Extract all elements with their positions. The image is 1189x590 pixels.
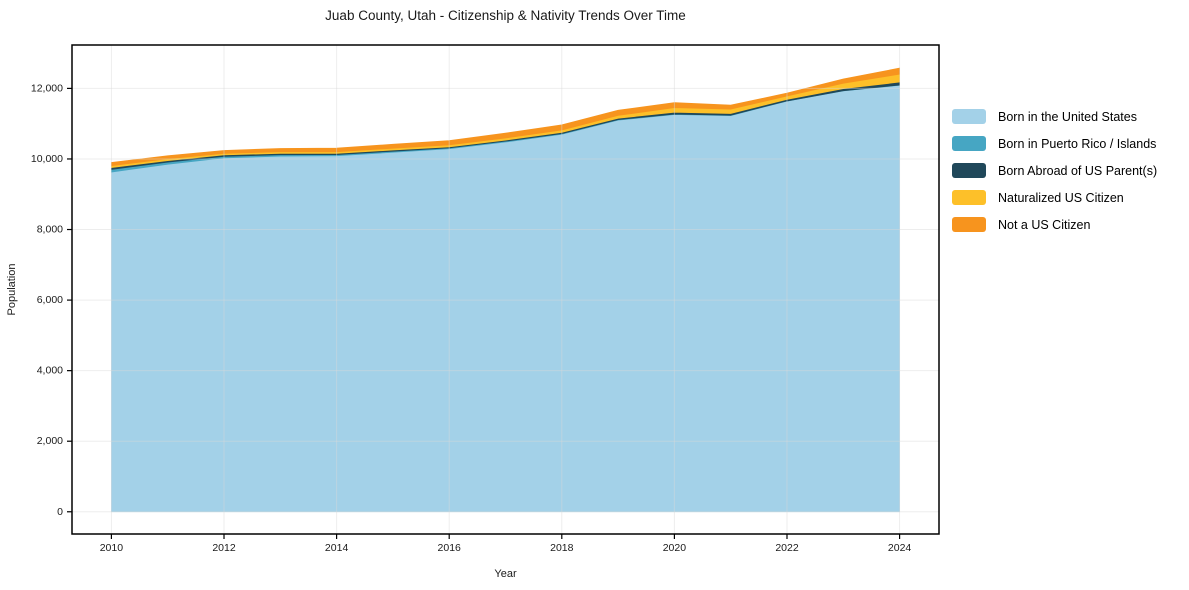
legend-label: Born in the United States	[998, 109, 1137, 124]
tick-marks-and-labels: 2010 2012 2014 2016 2018 2020 2022 2024 0 2,000 4,…	[31, 82, 912, 554]
legend-swatch	[952, 136, 986, 151]
legend-swatch	[952, 217, 986, 232]
y-tick-label: 10,000	[31, 153, 63, 165]
y-tick-label: 6,000	[37, 294, 63, 306]
x-axis-label: Year	[494, 568, 517, 580]
area-series-4	[111, 67, 900, 167]
gridlines	[72, 45, 939, 534]
x-tick-label: 2024	[888, 542, 912, 554]
x-tick-label: 2018	[550, 542, 574, 554]
x-tick-label: 2020	[663, 542, 687, 554]
legend-swatch	[952, 190, 986, 205]
legend-item-0: Born in the United States	[952, 103, 1157, 130]
x-tick-label: 2016	[438, 542, 462, 554]
legend-label: Naturalized US Citizen	[998, 190, 1124, 205]
x-tick-label: 2012	[212, 542, 236, 554]
legend-item-4: Not a US Citizen	[952, 211, 1157, 238]
legend-item-1: Born in Puerto Rico / Islands	[952, 130, 1157, 157]
legend-item-2: Born Abroad of US Parent(s)	[952, 157, 1157, 184]
legend-label: Not a US Citizen	[998, 217, 1091, 232]
legend-swatch	[952, 109, 986, 124]
x-tick-label: 2014	[325, 542, 349, 554]
y-tick-label: 4,000	[37, 365, 63, 377]
x-tick-label: 2022	[775, 542, 799, 554]
axes	[71, 44, 940, 535]
y-tick-label: 0	[57, 506, 63, 518]
legend-label: Born Abroad of US Parent(s)	[998, 163, 1158, 178]
y-axis-label: Population	[6, 264, 18, 316]
legend-label: Born in Puerto Rico / Islands	[998, 136, 1157, 151]
legend-swatch	[952, 163, 986, 178]
y-tick-label: 8,000	[37, 224, 63, 236]
x-tick-label: 2010	[100, 542, 124, 554]
chart-title: Juab County, Utah - Citizenship & Nativi…	[325, 8, 686, 23]
area-series-0	[111, 84, 900, 513]
y-tick-label: 12,000	[31, 82, 63, 94]
legend-item-3: Naturalized US Citizen	[952, 184, 1157, 211]
stacked-areas	[111, 67, 900, 513]
legend: Born in the United States Born in Puerto …	[952, 103, 1157, 238]
y-tick-label: 2,000	[37, 435, 63, 447]
